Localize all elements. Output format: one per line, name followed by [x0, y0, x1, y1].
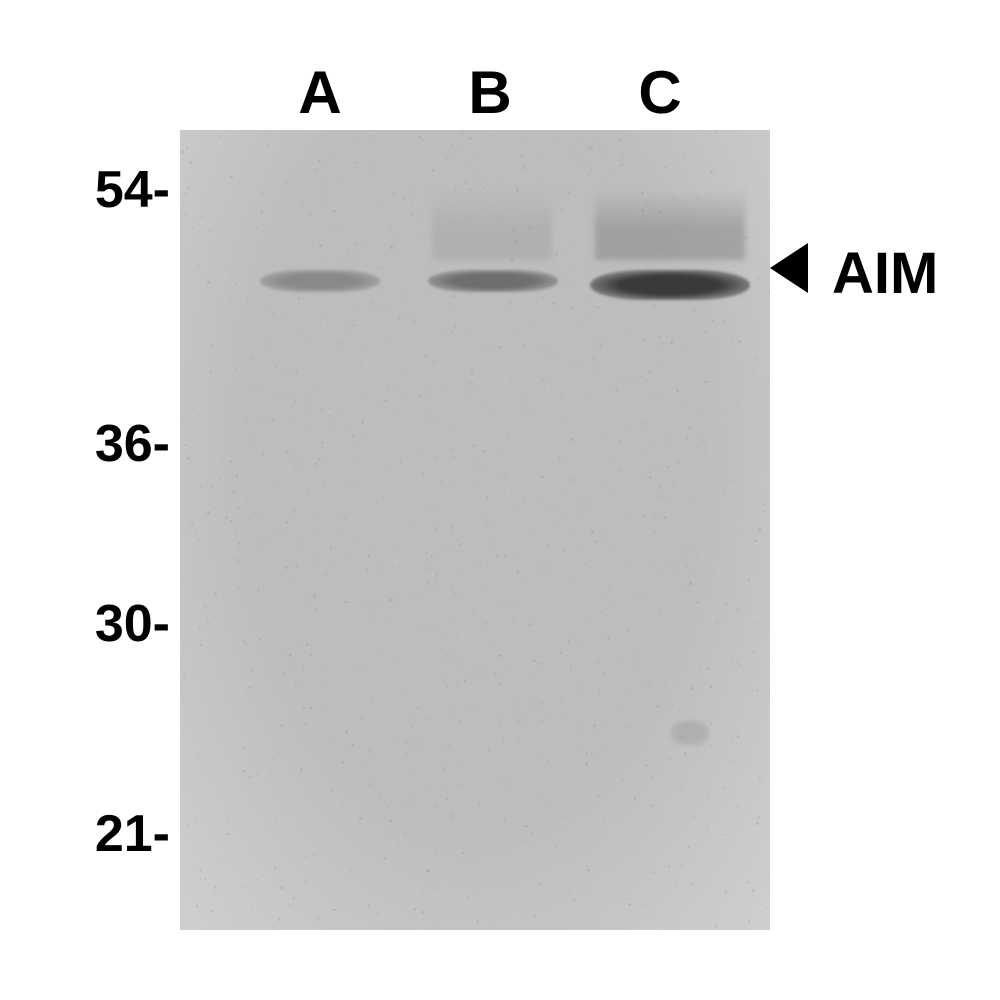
band-smear	[595, 190, 745, 260]
protein-band	[670, 720, 710, 746]
mw-label-30: 30-	[95, 594, 170, 654]
lane-label-b: B	[468, 58, 511, 127]
mw-label-54: 54-	[95, 160, 170, 220]
protein-band	[428, 270, 558, 292]
target-label: AIM	[832, 240, 938, 307]
target-arrow-icon	[770, 243, 808, 293]
lane-label-a: A	[298, 58, 341, 127]
mw-label-21: 21-	[95, 804, 170, 864]
protein-band	[260, 270, 380, 292]
protein-band	[590, 270, 750, 300]
western-blot-membrane	[180, 130, 770, 930]
figure-canvas: A B C 54- 36- 30- 21- AIM	[0, 0, 1000, 1000]
band-smear	[432, 190, 552, 260]
mw-label-36: 36-	[95, 414, 170, 474]
lane-label-c: C	[638, 58, 681, 127]
